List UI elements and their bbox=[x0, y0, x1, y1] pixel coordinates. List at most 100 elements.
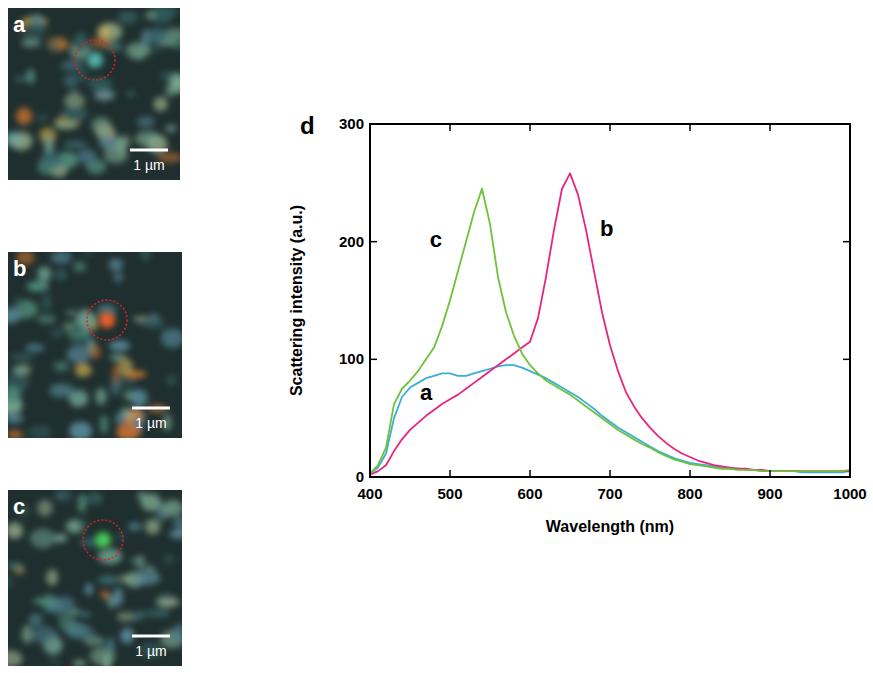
image-background bbox=[8, 490, 182, 666]
x-tick-label: 800 bbox=[677, 485, 702, 502]
speckle bbox=[64, 94, 86, 107]
scale-bar-label: 1 µm bbox=[133, 157, 164, 173]
x-tick bbox=[609, 124, 611, 131]
y-tick bbox=[843, 359, 850, 361]
speckle bbox=[87, 492, 103, 504]
speckle bbox=[169, 37, 180, 49]
speckle bbox=[54, 534, 68, 543]
speckle bbox=[137, 116, 155, 127]
image-content bbox=[8, 252, 182, 438]
speckle bbox=[135, 131, 160, 147]
speckle bbox=[73, 660, 86, 666]
speckle bbox=[127, 90, 136, 98]
speckle bbox=[166, 375, 177, 386]
speckle bbox=[22, 20, 47, 39]
figure: a1 µmb1 µmc1 µmdabc400500600700800900100… bbox=[0, 0, 873, 673]
speckle bbox=[9, 134, 23, 146]
image-panel: a 1 µm bbox=[3, 5, 189, 180]
speckle bbox=[51, 327, 65, 338]
x-tick bbox=[689, 470, 691, 477]
speckle bbox=[97, 26, 111, 39]
plot-frame bbox=[370, 124, 850, 477]
y-tick-label: 0 bbox=[356, 468, 364, 485]
spectrum-line bbox=[370, 365, 850, 473]
speckle bbox=[118, 431, 130, 437]
particle bbox=[95, 532, 111, 548]
speckle bbox=[64, 74, 78, 87]
panel-letter: a bbox=[13, 12, 26, 37]
scale-bar bbox=[132, 635, 170, 638]
speckle bbox=[28, 425, 52, 438]
y-tick bbox=[843, 476, 850, 478]
x-tick-label: 400 bbox=[357, 485, 382, 502]
speckle bbox=[8, 414, 24, 424]
y-tick bbox=[370, 241, 377, 243]
speckle bbox=[98, 548, 122, 564]
speckle bbox=[26, 68, 34, 84]
speckle bbox=[98, 23, 123, 41]
speckle bbox=[8, 523, 23, 539]
speckle bbox=[73, 261, 86, 272]
y-tick-label: 200 bbox=[339, 233, 364, 250]
x-tick-label: 500 bbox=[437, 485, 462, 502]
selection-circle bbox=[83, 520, 123, 560]
speckle bbox=[67, 345, 91, 363]
speckle bbox=[90, 345, 100, 359]
speckle bbox=[132, 612, 143, 621]
series-label: c bbox=[430, 227, 442, 252]
x-tick bbox=[529, 470, 531, 477]
speckle bbox=[102, 654, 111, 666]
speckle bbox=[8, 430, 23, 438]
panel-letter: d bbox=[300, 112, 315, 139]
speckle bbox=[104, 42, 122, 52]
series-label: a bbox=[420, 380, 433, 405]
speckle bbox=[135, 570, 161, 585]
speckle bbox=[124, 371, 147, 378]
speckle bbox=[62, 105, 87, 122]
speckle bbox=[126, 42, 149, 59]
speckle bbox=[48, 659, 60, 665]
speckle bbox=[106, 637, 114, 653]
image-content bbox=[8, 490, 182, 666]
scale-bar bbox=[130, 149, 168, 152]
image-background bbox=[8, 8, 180, 180]
speckle bbox=[77, 520, 87, 528]
speckle bbox=[136, 555, 145, 569]
spectrum-line bbox=[370, 173, 850, 474]
speckle bbox=[149, 314, 159, 322]
speckle bbox=[78, 494, 86, 514]
speckle bbox=[163, 554, 175, 565]
plot-area bbox=[370, 173, 850, 474]
speckle bbox=[55, 269, 67, 281]
x-tick-label: 600 bbox=[517, 485, 542, 502]
speckle bbox=[63, 141, 87, 149]
x-tick bbox=[609, 470, 611, 477]
speckle bbox=[131, 389, 148, 407]
particle bbox=[87, 52, 103, 68]
speckle bbox=[75, 363, 92, 377]
x-tick bbox=[849, 470, 851, 477]
speckle bbox=[145, 519, 160, 535]
speckle bbox=[55, 490, 72, 501]
speckle bbox=[114, 587, 123, 606]
speckle bbox=[145, 565, 156, 571]
speckle bbox=[116, 533, 126, 540]
speckle bbox=[113, 271, 123, 283]
x-tick bbox=[369, 124, 371, 131]
speckle bbox=[94, 90, 116, 101]
speckle bbox=[79, 611, 91, 617]
speckle bbox=[33, 598, 56, 605]
image-texture bbox=[8, 490, 182, 666]
x-axis-title: Wavelength (nm) bbox=[546, 518, 674, 535]
y-tick bbox=[370, 123, 377, 125]
selection-circle bbox=[75, 40, 115, 80]
speckle bbox=[170, 74, 180, 93]
speckle bbox=[101, 591, 109, 599]
y-tick bbox=[370, 359, 377, 361]
speckle bbox=[157, 598, 180, 606]
x-tick-label: 1000 bbox=[833, 485, 866, 502]
speckle bbox=[69, 421, 92, 438]
speckle bbox=[169, 530, 182, 538]
speckle bbox=[84, 636, 105, 646]
image-panel: c1 µm bbox=[0, 490, 192, 671]
